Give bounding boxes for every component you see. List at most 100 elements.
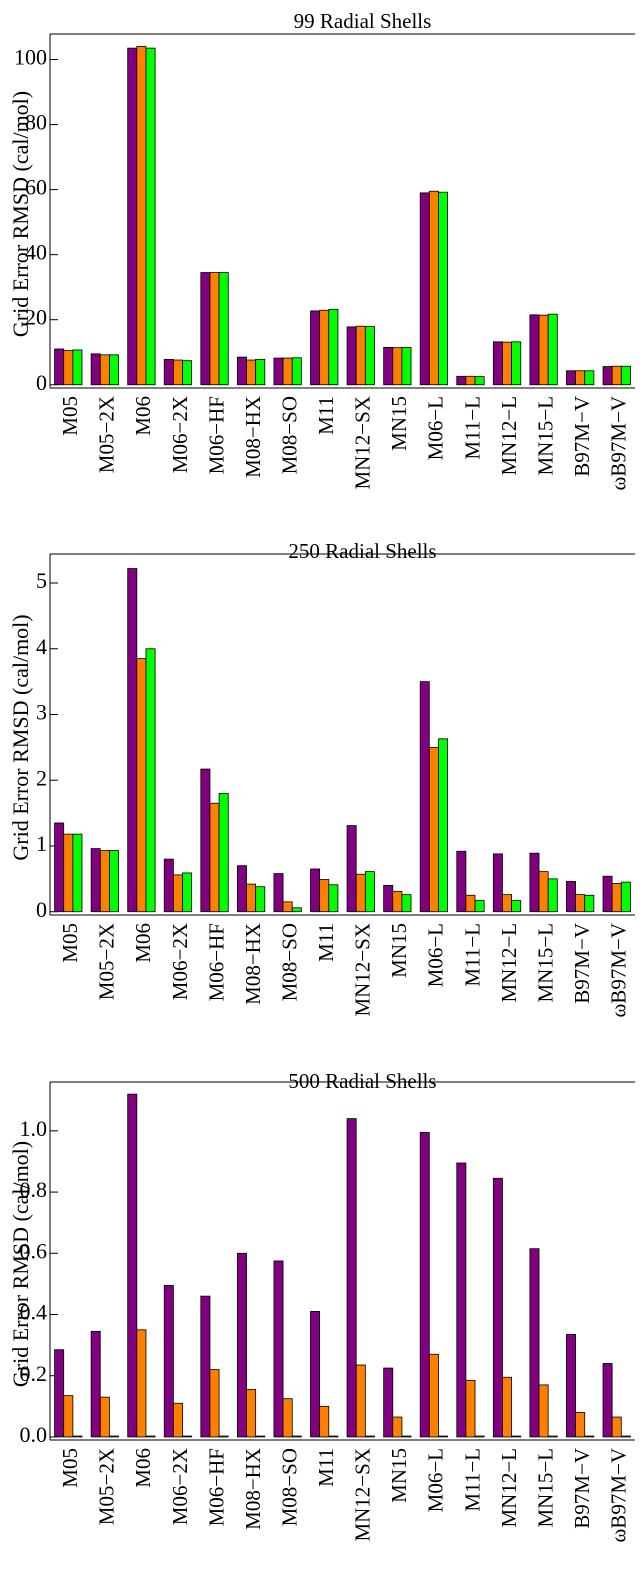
bar xyxy=(474,376,485,386)
bar xyxy=(620,1435,631,1438)
bar xyxy=(547,313,558,386)
bar xyxy=(163,858,174,913)
bar xyxy=(72,1435,83,1438)
bar xyxy=(200,272,211,386)
x-tick-label: B97M−V xyxy=(570,1448,594,1529)
x-tick-label: M06−2X xyxy=(168,1448,192,1525)
bar xyxy=(401,894,412,913)
bar xyxy=(346,326,357,386)
bar xyxy=(63,350,74,386)
y-tick-label: 40 xyxy=(25,240,47,265)
bar xyxy=(109,354,119,386)
y-tick-label: 80 xyxy=(25,110,47,135)
bar xyxy=(511,900,522,913)
bar xyxy=(63,1395,74,1438)
bar xyxy=(282,1398,293,1438)
x-tick-label: M06−L xyxy=(424,923,448,987)
bar xyxy=(99,850,110,913)
bar xyxy=(419,681,430,913)
y-tick-label: 4 xyxy=(36,634,47,659)
bar xyxy=(319,879,330,913)
bar xyxy=(218,792,229,913)
x-tick-label: MN12−L xyxy=(497,1448,521,1528)
bar xyxy=(566,370,576,386)
bar xyxy=(236,356,247,386)
x-tick-label: M11−L xyxy=(460,1448,484,1512)
y-tick-label: 2 xyxy=(36,765,47,790)
bar xyxy=(492,853,503,913)
bar xyxy=(145,648,156,913)
bar xyxy=(602,366,613,386)
bar xyxy=(364,871,375,913)
bar xyxy=(566,1334,576,1438)
y-tick-label: 0.0 xyxy=(20,1422,48,1447)
x-tick-label: ωB97M−V xyxy=(607,923,631,1018)
bar xyxy=(310,1311,321,1438)
x-tick-label: MN15−L xyxy=(533,1448,557,1528)
x-tick-label: M11 xyxy=(314,1448,338,1487)
bar xyxy=(611,365,622,386)
chart-title: 99 Radial Shells xyxy=(294,9,432,33)
x-tick-label: M06−HF xyxy=(204,1448,228,1526)
x-tick-label: B97M−V xyxy=(570,923,594,1004)
x-tick-label: MN12−L xyxy=(497,923,521,1003)
bar xyxy=(465,894,476,913)
bar xyxy=(456,1162,467,1438)
bar xyxy=(127,568,138,913)
bar xyxy=(392,347,403,386)
bar xyxy=(465,1379,476,1438)
bar xyxy=(273,357,284,386)
bar xyxy=(328,308,339,386)
y-tick-label: 20 xyxy=(25,305,47,330)
bar xyxy=(355,873,366,913)
x-tick-label: B97M−V xyxy=(570,396,594,477)
x-tick-label: MN12−SX xyxy=(351,923,375,1017)
bar xyxy=(602,1363,613,1438)
x-tick-label: MN15 xyxy=(387,1448,411,1503)
x-tick-label: M11−L xyxy=(460,396,484,460)
bar xyxy=(438,191,449,386)
bar xyxy=(145,47,156,386)
y-tick-label: 3 xyxy=(36,700,47,725)
bar xyxy=(602,875,613,913)
bar xyxy=(328,884,339,913)
x-tick-label: MN15−L xyxy=(533,923,557,1003)
x-tick-label: M08−SO xyxy=(277,923,301,1001)
bar xyxy=(63,833,74,913)
x-tick-label: M06 xyxy=(131,1448,155,1488)
bar xyxy=(54,1349,65,1438)
bar xyxy=(511,341,522,386)
bar xyxy=(529,314,540,386)
x-tick-label: MN12−SX xyxy=(351,396,375,490)
bar xyxy=(127,1093,138,1438)
y-tick-label: 0.4 xyxy=(20,1300,48,1325)
bar xyxy=(99,1396,110,1438)
bar xyxy=(291,907,302,913)
bar xyxy=(538,1384,549,1438)
bar xyxy=(465,375,476,386)
x-tick-label: M11 xyxy=(314,396,338,435)
x-tick-label: MN12−L xyxy=(497,396,521,476)
x-tick-label: ωB97M−V xyxy=(607,396,631,491)
bar xyxy=(438,1435,449,1438)
bar xyxy=(246,1389,257,1438)
bar xyxy=(584,894,595,913)
bar xyxy=(392,1416,403,1438)
chart-title: 500 Radial Shells xyxy=(288,1069,436,1093)
bar xyxy=(529,852,540,913)
x-tick-label: M06 xyxy=(131,396,155,436)
x-tick-label: M11−L xyxy=(460,923,484,987)
bar xyxy=(346,1118,357,1438)
bar xyxy=(575,894,586,913)
bar xyxy=(575,370,586,386)
x-tick-label: M08−HX xyxy=(241,923,265,1005)
y-tick-label: 100 xyxy=(14,45,47,70)
bar xyxy=(209,272,220,386)
bar xyxy=(364,1435,375,1438)
x-tick-label: MN15 xyxy=(387,923,411,978)
bar xyxy=(547,1435,558,1438)
bar xyxy=(99,354,110,386)
x-tick-label: M06−L xyxy=(424,396,448,460)
